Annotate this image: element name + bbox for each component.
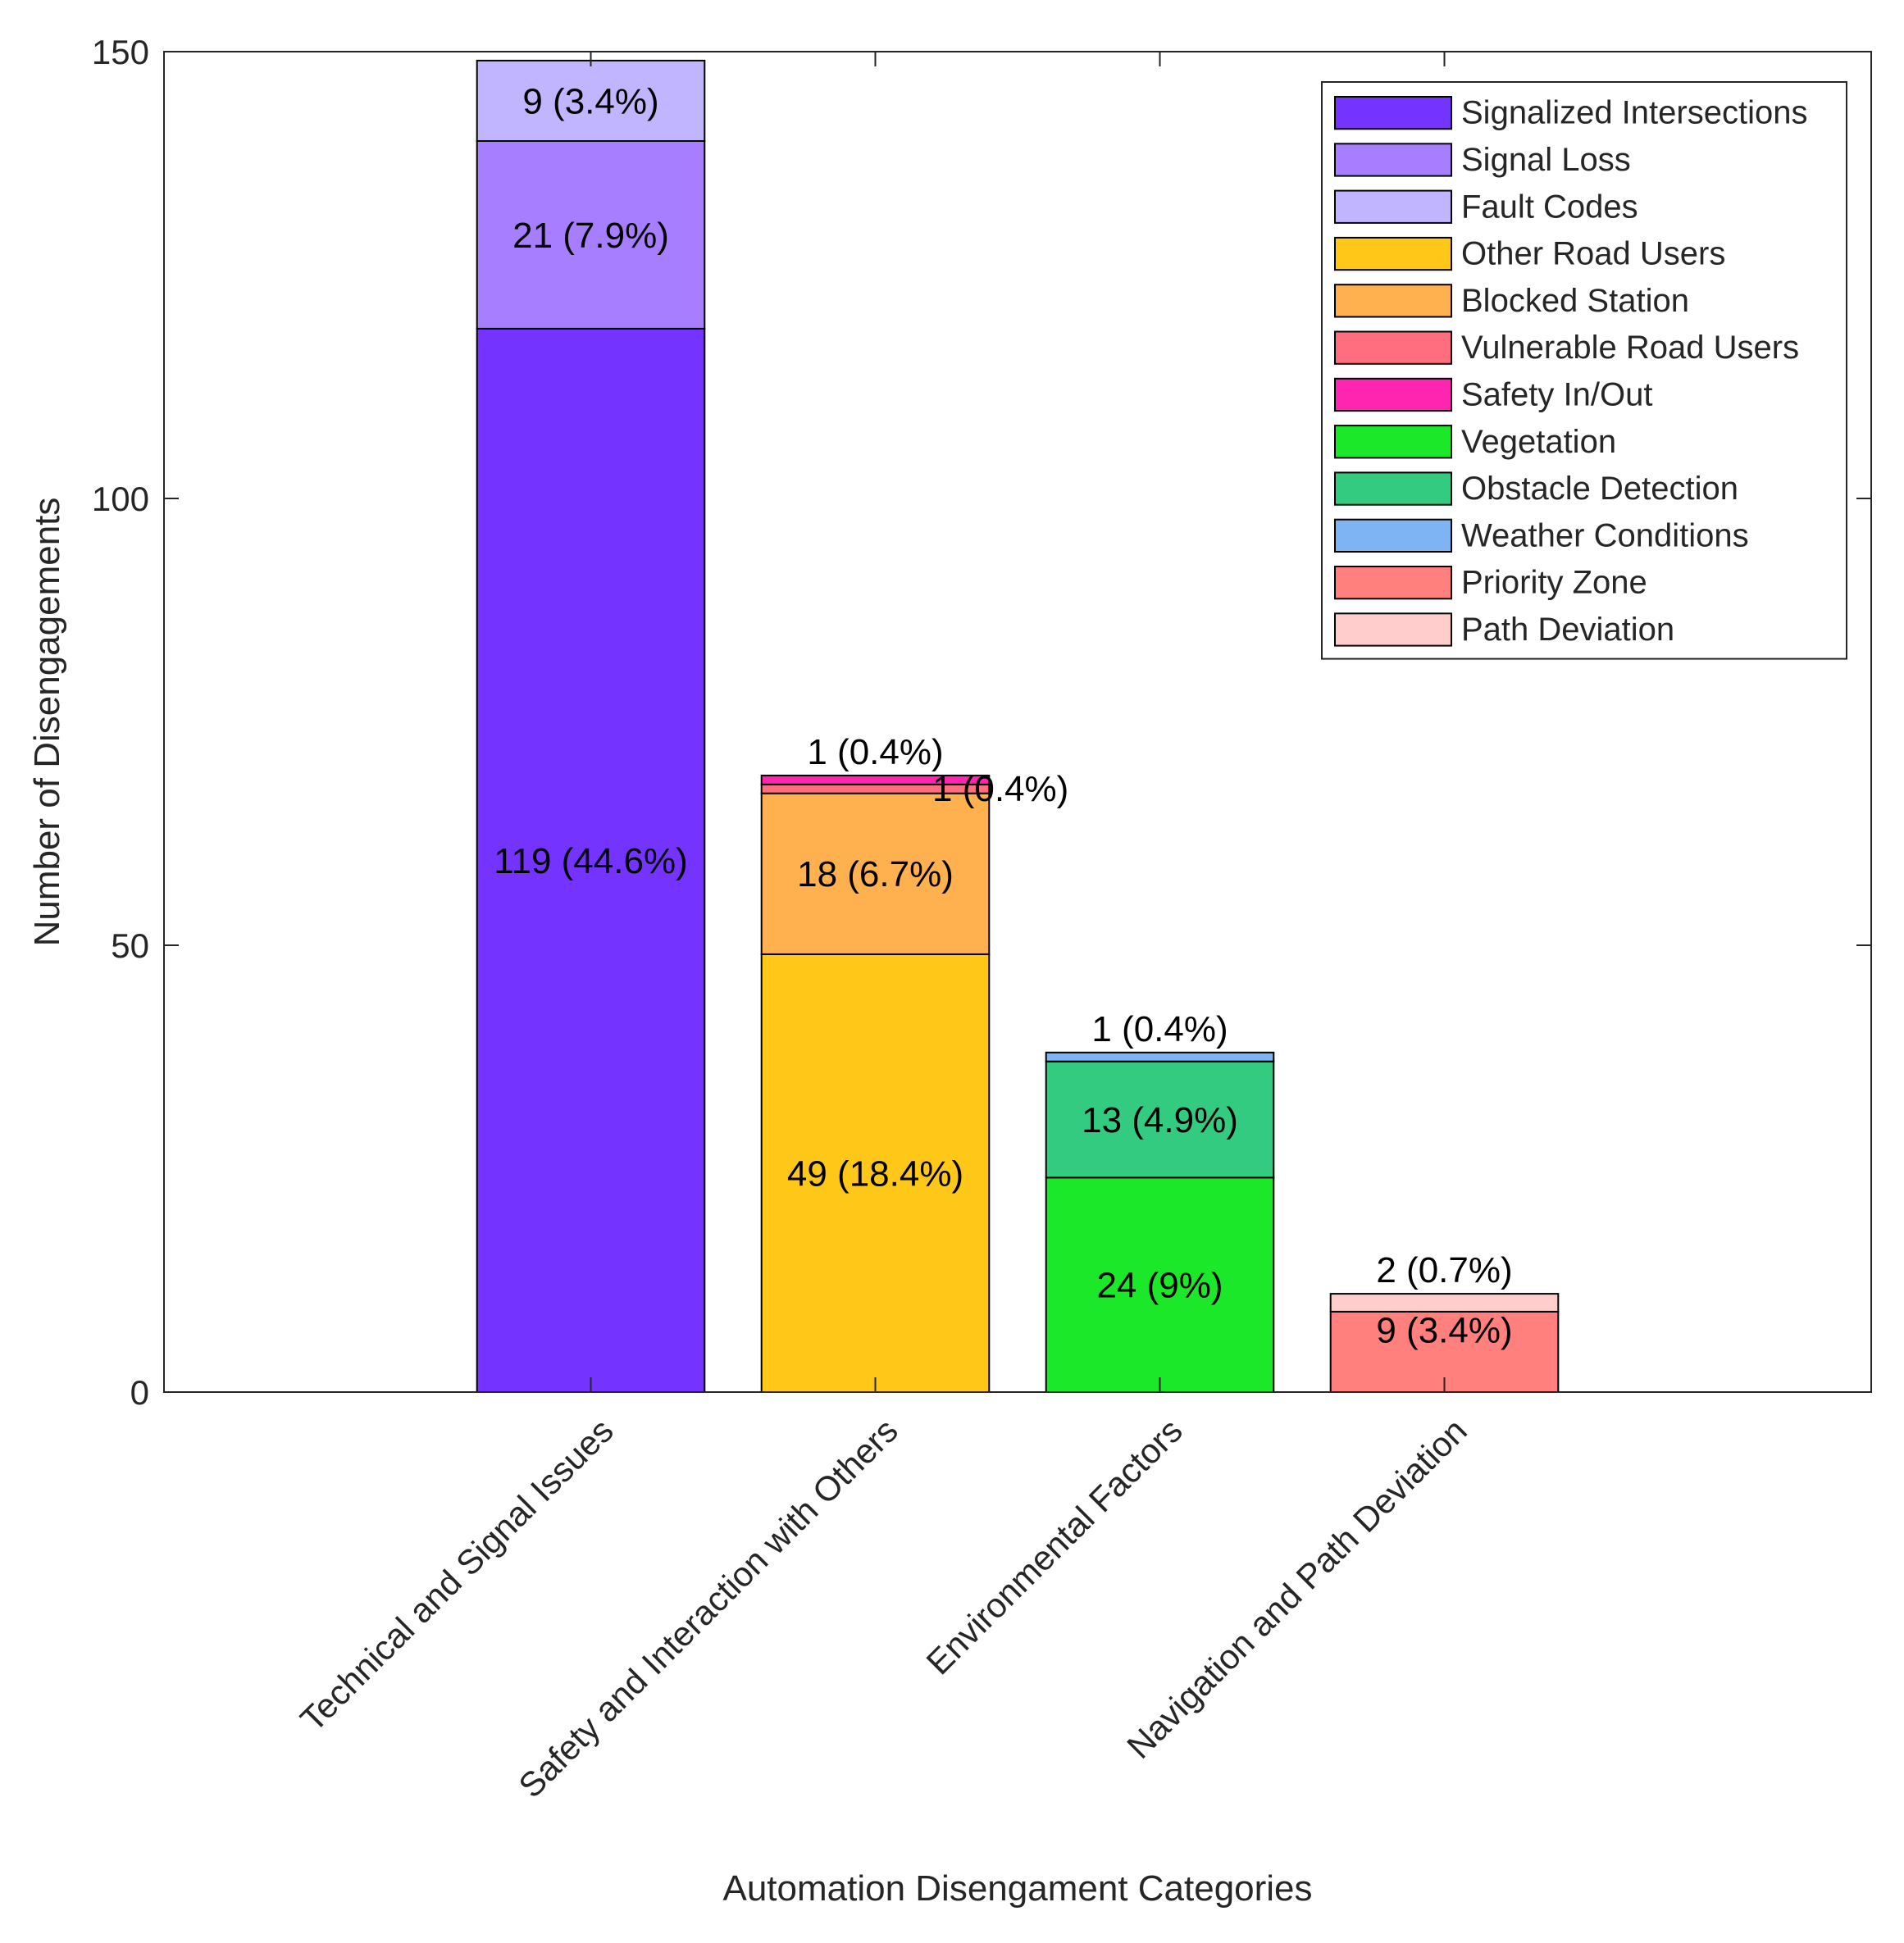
data-label-other-road-users-safety-and-interaction-with-others: 49 (18.4%) bbox=[787, 1154, 963, 1194]
y-tick-label-0: 0 bbox=[130, 1373, 149, 1412]
legend-swatch-obstacle-detection bbox=[1334, 471, 1452, 506]
bar-weather-conditions-environmental-factors bbox=[1045, 1051, 1275, 1063]
bar-blocked-station-safety-and-interaction-with-others bbox=[760, 792, 991, 955]
bar-fault-codes-technical-and-signal-issues bbox=[476, 59, 706, 142]
legend-swatch-other-road-users bbox=[1334, 236, 1452, 271]
x-tick-label-technical-and-signal-issues: Technical and Signal Issues bbox=[293, 1411, 621, 1739]
bar-path-deviation-navigation-and-path-deviation bbox=[1329, 1293, 1560, 1313]
legend-swatch-safety-in-out bbox=[1334, 377, 1452, 412]
x-tick-label-environmental-factors: Environmental Factors bbox=[919, 1411, 1190, 1681]
bar-signalized-intersections-technical-and-signal-issues bbox=[476, 327, 706, 1393]
legend-label-vegetation: Vegetation bbox=[1461, 424, 1616, 460]
data-label-fault-codes-technical-and-signal-issues: 9 (3.4%) bbox=[522, 81, 658, 121]
legend-swatch-signal-loss bbox=[1334, 143, 1452, 177]
legend-label-signalized-intersections: Signalized Intersections bbox=[1461, 95, 1807, 131]
data-label-obstacle-detection-environmental-factors: 13 (4.9%) bbox=[1082, 1100, 1238, 1140]
data-label-signalized-intersections-technical-and-signal-issues: 119 (44.6%) bbox=[494, 841, 687, 881]
legend-label-path-deviation: Path Deviation bbox=[1461, 612, 1674, 648]
bar-other-road-users-safety-and-interaction-with-others bbox=[760, 953, 991, 1393]
legend: Signalized Intersections Signal Loss Fault… bbox=[1321, 81, 1847, 660]
legend-label-vulnerable-road-users: Vulnerable Road Users bbox=[1461, 330, 1799, 366]
data-label-priority-zone-navigation-and-path-deviation: 9 (3.4%) bbox=[1376, 1310, 1512, 1350]
bars-group bbox=[476, 59, 1560, 1394]
legend-label-priority-zone: Priority Zone bbox=[1461, 565, 1647, 601]
bar-safety-in-out-safety-and-interaction-with-others bbox=[760, 774, 991, 785]
data-label-safety-in-out-safety-and-interaction-with-others: 1 (0.4%) bbox=[807, 732, 943, 772]
data-label-vulnerable-road-users-safety-and-interaction-with-others: 1 (0.4%) bbox=[932, 769, 1068, 809]
segment-labels-group: 119 (44.6%) 21 (7.9%) 9 (3.4%) 49 (18.4%) 18… bbox=[494, 81, 1512, 1350]
y-tick-label-100: 100 bbox=[92, 480, 149, 518]
legend-swatch-path-deviation bbox=[1334, 612, 1452, 647]
data-label-weather-conditions-environmental-factors: 1 (0.4%) bbox=[1091, 1009, 1228, 1049]
legend-box bbox=[1321, 81, 1847, 660]
legend-label-obstacle-detection: Obstacle Detection bbox=[1461, 471, 1738, 507]
data-label-vegetation-environmental-factors: 24 (9%) bbox=[1096, 1266, 1223, 1306]
legend-swatch-priority-zone bbox=[1334, 566, 1452, 600]
legend-label-other-road-users: Other Road Users bbox=[1461, 236, 1725, 272]
y-axis-label: Number of Disengagements bbox=[27, 498, 67, 947]
legend-swatch-vegetation bbox=[1334, 425, 1452, 459]
data-label-path-deviation-navigation-and-path-deviation: 2 (0.7%) bbox=[1376, 1250, 1512, 1290]
y-tick-label-50: 50 bbox=[111, 926, 149, 965]
legend-swatch-weather-conditions bbox=[1334, 518, 1452, 553]
legend-swatch-signalized-intersections bbox=[1334, 96, 1452, 130]
data-label-signal-loss-technical-and-signal-issues: 21 (7.9%) bbox=[512, 216, 669, 256]
legend-label-fault-codes: Fault Codes bbox=[1461, 189, 1638, 225]
axes-frame bbox=[163, 51, 1872, 1393]
y-tick-label-150: 150 bbox=[92, 33, 149, 71]
legend-label-blocked-station: Blocked Station bbox=[1461, 283, 1689, 319]
bar-vegetation-environmental-factors bbox=[1045, 1176, 1275, 1394]
x-tick-label-navigation-and-path-deviation: Navigation and Path Deviation bbox=[1119, 1411, 1474, 1766]
legend-swatch-vulnerable-road-users bbox=[1334, 330, 1452, 365]
legend-swatch-fault-codes bbox=[1334, 189, 1452, 224]
legend-label-safety-in-out: Safety In/Out bbox=[1461, 376, 1652, 412]
legend-label-weather-conditions: Weather Conditions bbox=[1461, 517, 1749, 553]
legend-label-signal-loss: Signal Loss bbox=[1461, 142, 1631, 178]
x-axis-label: Automation Disengament Categories bbox=[722, 1868, 1312, 1909]
legend-swatch-blocked-station bbox=[1334, 284, 1452, 318]
bar-obstacle-detection-environmental-factors bbox=[1045, 1060, 1275, 1179]
data-label-blocked-station-safety-and-interaction-with-others: 18 (6.7%) bbox=[797, 854, 954, 894]
